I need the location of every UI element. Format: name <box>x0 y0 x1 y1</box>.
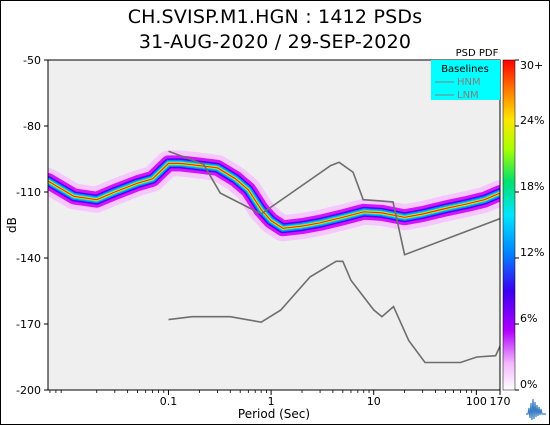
legend-title: Baselines <box>441 64 489 75</box>
y-tick-label: -50 <box>23 54 41 67</box>
y-tick-label: -170 <box>16 318 41 331</box>
x-tick-label: 170 <box>490 395 511 408</box>
legend-entry-lnm: LNM <box>457 90 479 101</box>
y-axis-label: dB <box>5 217 19 233</box>
legend-box: Baselines HNM LNM <box>431 60 500 101</box>
colorbar-ticks: 0% 6% 12% 18% 24% 30+ <box>515 59 544 391</box>
x-axis-label: Period (Sec) <box>238 407 310 421</box>
x-tick-label: 100 <box>466 395 487 408</box>
seismogram-logo-icon <box>524 394 548 422</box>
colorbar-label: PSD PDF <box>456 48 499 59</box>
legend-entry-hnm: HNM <box>457 77 481 88</box>
y-tick-label: -140 <box>16 252 41 265</box>
chart-subtitle: 31-AUG-2020 / 29-SEP-2020 <box>138 31 412 53</box>
baseline-lnm-line <box>168 260 500 364</box>
chart-title: CH.SVISP.M1.HGN : 1412 PSDs <box>127 6 423 28</box>
y-tick-label: -80 <box>23 120 41 133</box>
colorbar-tick-label: 6% <box>520 312 537 325</box>
x-tick-label: 1 <box>268 395 275 408</box>
psd-density-layer <box>48 150 500 242</box>
colorbar-tick-label: 12% <box>520 246 544 259</box>
x-tick-label: 10 <box>367 395 381 408</box>
baseline-hnm-line <box>168 150 500 256</box>
x-tick-label: 0.1 <box>160 395 178 408</box>
y-tick-label: -110 <box>16 186 41 199</box>
axes: -50 -80 -110 -140 -170 -200 0.1 1 10 100 170 Period… <box>5 54 511 421</box>
plot-border <box>47 59 501 391</box>
colorbar-tick-label: 18% <box>520 180 544 193</box>
pdf-band-6 <box>48 162 500 229</box>
colorbar-tick-label: 0% <box>520 378 537 391</box>
y-tick-label: -200 <box>16 384 41 397</box>
colorbar-tick-label: 30+ <box>520 59 543 72</box>
colorbar <box>502 59 516 391</box>
baseline-layer <box>168 150 500 364</box>
colorbar-tick-label: 24% <box>520 114 544 127</box>
